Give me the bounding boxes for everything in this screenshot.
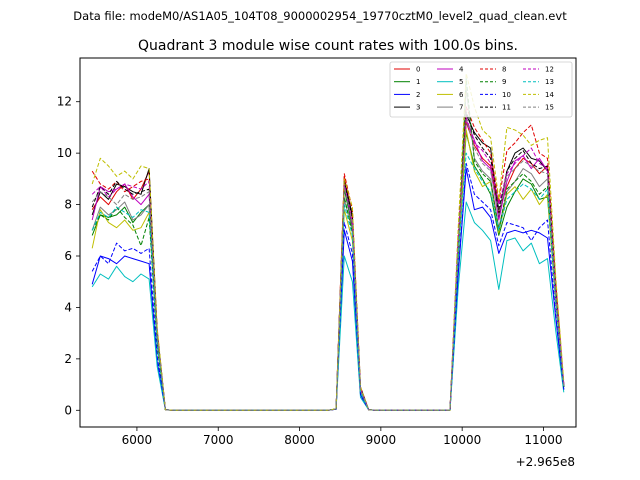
legend-label-11: 11 [502, 104, 511, 112]
y-tick-label: 10 [57, 146, 72, 160]
legend-label-3: 3 [416, 104, 420, 112]
legend-label-9: 9 [502, 78, 506, 86]
legend-label-10: 10 [502, 91, 511, 99]
series-line-15 [91, 119, 565, 411]
x-tick-label: 6000 [122, 433, 153, 447]
x-offset-label: +2.965e8 [516, 455, 575, 469]
legend-label-6: 6 [459, 91, 464, 99]
legend-label-5: 5 [459, 78, 463, 86]
series-layer [91, 72, 565, 411]
series-line-14 [91, 72, 565, 411]
x-tick-label: 8000 [284, 433, 315, 447]
legend-box [389, 61, 573, 118]
legend-label-14: 14 [545, 91, 554, 99]
series-line-4 [91, 119, 565, 411]
x-tick-label: 9000 [366, 433, 397, 447]
legend-label-0: 0 [416, 66, 420, 74]
y-tick-label: 12 [57, 95, 72, 109]
y-tick-label: 0 [64, 403, 72, 417]
legend-label-13: 13 [545, 78, 554, 86]
series-line-10 [91, 162, 565, 411]
series-line-11 [91, 111, 565, 411]
series-line-8 [91, 106, 565, 411]
x-tick-label: 10000 [443, 433, 481, 447]
y-tick-label: 6 [64, 249, 72, 263]
x-tick-label: 11000 [524, 433, 562, 447]
series-line-5 [91, 201, 565, 411]
chart-title: Quadrant 3 module wise count rates with … [138, 38, 518, 54]
legend-label-12: 12 [545, 66, 554, 74]
series-line-7 [91, 88, 565, 411]
legend-label-7: 7 [459, 104, 463, 112]
plot-frame [79, 57, 577, 428]
legend-label-8: 8 [502, 66, 506, 74]
y-tick-label: 4 [64, 300, 72, 314]
series-line-12 [91, 116, 565, 411]
legend-label-15: 15 [545, 104, 554, 112]
axis-layer: 6000 7000 8000 9000 10000 11000 0 2 4 6 8 10 12 [57, 95, 563, 447]
figure-suptitle: Data file: modeM0/AS1A05_104T08_90000029… [73, 9, 567, 23]
legend-label-4: 4 [459, 66, 464, 74]
x-tick-label: 7000 [203, 433, 234, 447]
legend-label-2: 2 [416, 91, 420, 99]
legend-label-1: 1 [416, 78, 420, 86]
y-tick-label: 8 [64, 198, 72, 212]
series-line-9 [91, 78, 565, 411]
y-tick-label: 2 [64, 352, 72, 366]
